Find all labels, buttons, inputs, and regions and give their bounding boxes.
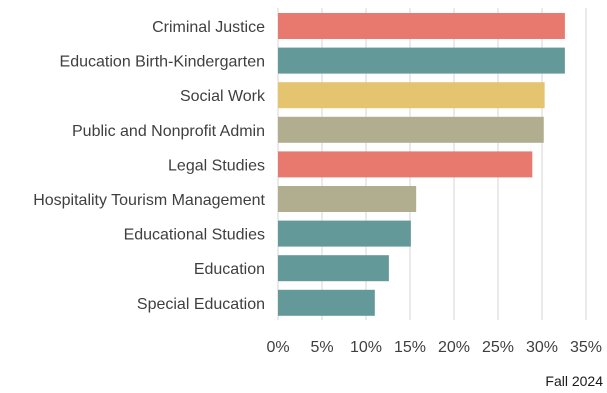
bar-education (278, 255, 389, 282)
bar-educational-studies (278, 220, 411, 247)
category-label: Education (194, 261, 265, 278)
x-tick-label: 25% (482, 339, 514, 356)
bar-legal-studies (278, 151, 533, 178)
bar-public-and-nonprofit-admin (278, 116, 544, 143)
x-tick-label: 5% (310, 339, 333, 356)
category-label: Education Birth-Kindergarten (60, 54, 265, 71)
chart-caption: Fall 2024 (545, 373, 603, 389)
category-label: Criminal Justice (152, 19, 265, 36)
category-label: Special Education (137, 296, 265, 313)
category-label: Legal Studies (168, 157, 265, 174)
x-tick-label: 0% (266, 339, 289, 356)
x-tick-label: 20% (438, 339, 470, 356)
bar-criminal-justice (278, 13, 565, 39)
bar-special-education (278, 289, 375, 316)
x-tick-label: 30% (526, 339, 558, 356)
bar-education-birth-kindergarten (278, 47, 565, 74)
bar-social-work (278, 82, 545, 109)
bar-hospitality-tourism-management (278, 186, 417, 212)
x-tick-label: 10% (350, 339, 382, 356)
x-tick-label: 15% (394, 339, 426, 356)
category-label: Hospitality Tourism Management (33, 192, 265, 209)
category-label: Public and Nonprofit Admin (72, 123, 265, 140)
category-label: Educational Studies (124, 227, 265, 244)
bars (278, 13, 565, 316)
category-labels: Criminal Justice Education Birth-Kinderga… (33, 19, 266, 313)
category-label: Social Work (180, 88, 266, 105)
x-tick-label: 35% (570, 339, 602, 356)
x-axis-tick-labels: 0% 5% 10% 15% 20% 25% 30% 35% (266, 339, 602, 356)
